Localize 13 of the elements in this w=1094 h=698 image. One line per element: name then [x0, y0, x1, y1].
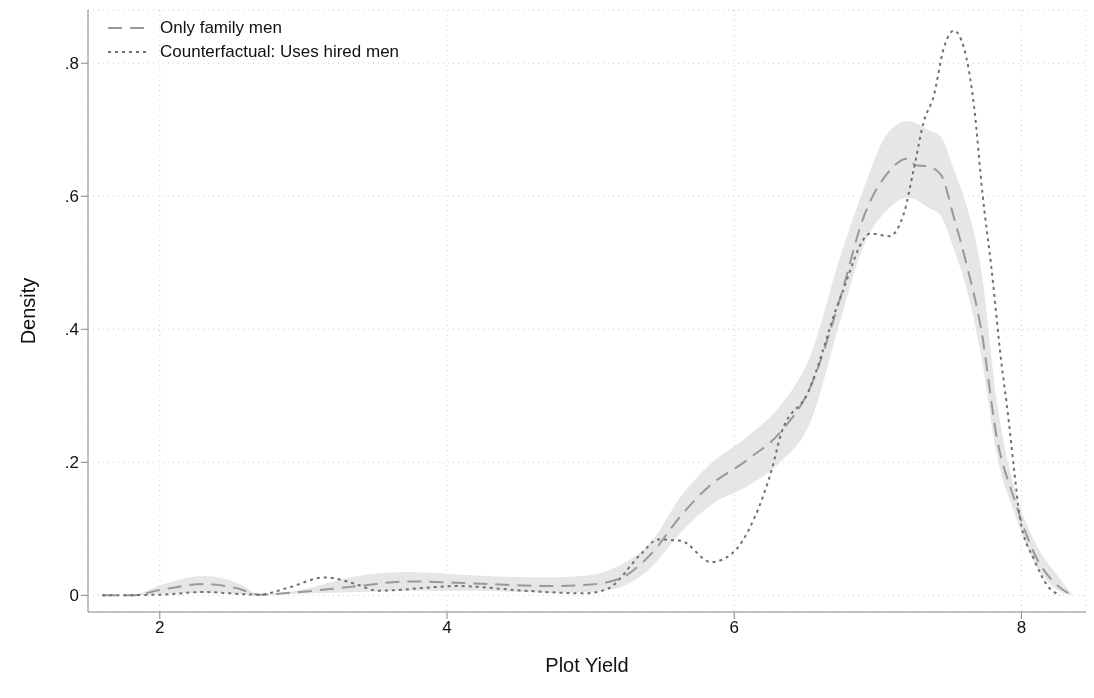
y-axis-title: Density	[17, 277, 40, 345]
x-tick-label: 2	[155, 618, 165, 638]
x-axis-title: Plot Yield	[545, 654, 629, 676]
x-tick-label: 8	[1016, 618, 1027, 638]
legend-label: Only family men	[160, 18, 282, 38]
y-tick-label: 0	[69, 586, 79, 606]
x-tick-label: 4	[442, 618, 452, 638]
y-tick-label: .6	[64, 187, 79, 207]
legend-label: Counterfactual: Uses hired men	[160, 42, 400, 62]
y-tick-label: .2	[64, 453, 79, 473]
x-tick-label: 6	[729, 618, 739, 638]
y-tick-label: .4	[64, 320, 79, 340]
y-tick-label: .8	[64, 54, 79, 74]
